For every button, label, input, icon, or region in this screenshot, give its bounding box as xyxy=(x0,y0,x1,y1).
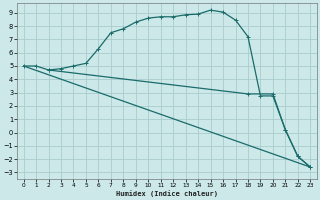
X-axis label: Humidex (Indice chaleur): Humidex (Indice chaleur) xyxy=(116,190,218,197)
